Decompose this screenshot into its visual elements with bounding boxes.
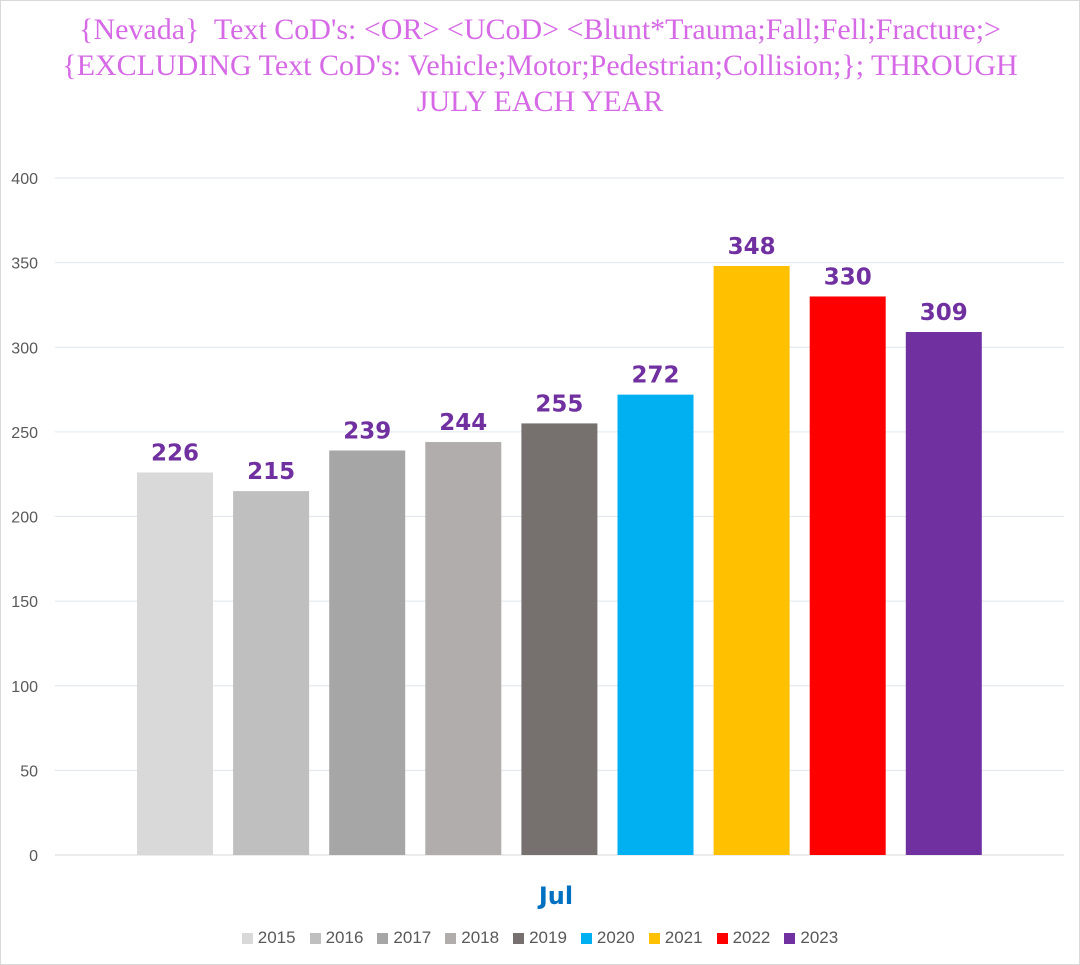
y-tick-label: 100 [11,679,38,696]
bar-2019 [521,423,598,855]
data-label-2021: 348 [728,234,776,260]
data-label-2020: 272 [631,363,679,389]
legend-item-2023: 2023 [784,928,838,948]
legend-item-2020: 2020 [580,928,635,948]
legend-label: 2020 [596,928,635,947]
bar-2020 [617,394,694,855]
legend-label: 2019 [529,928,567,947]
legend-swatch [309,932,321,944]
legend-label: 2023 [800,928,839,947]
y-tick-label: 300 [11,340,38,357]
data-label-2017: 239 [343,418,391,444]
y-axis-ticks: 0 50 100 150 200 250 300 350 400 [11,171,38,865]
legend-item-2016: 2016 [309,928,364,948]
data-label-2016: 215 [247,459,295,485]
legend-swatch [241,932,253,944]
y-tick-label: 400 [11,171,38,188]
bar-2018 [425,442,502,855]
legend-swatch [716,932,728,944]
legend-swatch [513,932,525,944]
legend-label: 2016 [325,928,364,947]
y-tick-label: 150 [11,594,38,611]
y-tick-label: 50 [20,763,38,780]
legend-label: 2021 [664,928,703,947]
category-label: Jul [537,882,573,910]
y-tick-label: 200 [11,510,38,527]
bar-2023 [905,332,982,856]
legend-item-2017: 2017 [377,928,431,948]
data-labels: 226 215 239 244 255 272 348 330 309 [151,234,968,485]
bars [137,266,982,856]
legend-item-2018: 2018 [445,928,499,948]
data-label-2019: 255 [535,391,583,417]
bar-2021 [713,266,790,855]
bar-2015 [137,472,213,855]
legend-item-2022: 2022 [716,928,771,948]
data-label-2018: 244 [439,410,487,436]
data-label-2023: 309 [920,300,968,326]
y-tick-label: 350 [11,256,38,273]
chart-title: {Nevada} Text CoD's: <OR> <UCoD> <Blunt*… [62,13,1018,118]
legend-label: 2017 [393,928,432,947]
legend-swatch [648,932,660,944]
legend-item-2019: 2019 [513,928,567,948]
bar-2016 [233,491,310,855]
y-tick-label: 250 [11,425,38,442]
legend-swatch [445,932,457,944]
data-label-2022: 330 [824,264,872,290]
bar-2022 [809,296,886,856]
legend: 2015 2016 2017 2018 2019 2020 2021 2022 2023 [0,928,1080,948]
legend-swatch [580,932,592,944]
legend-label: 2015 [257,928,296,947]
legend-item-2021: 2021 [648,928,703,948]
data-label-2015: 226 [151,440,199,466]
legend-label: 2022 [732,928,771,947]
legend-swatch [377,932,389,944]
bar-2017 [329,450,406,855]
legend-swatch [784,932,796,944]
legend-label: 2018 [461,928,500,947]
y-tick-label: 0 [29,848,38,865]
legend-item-2015: 2015 [241,928,296,948]
